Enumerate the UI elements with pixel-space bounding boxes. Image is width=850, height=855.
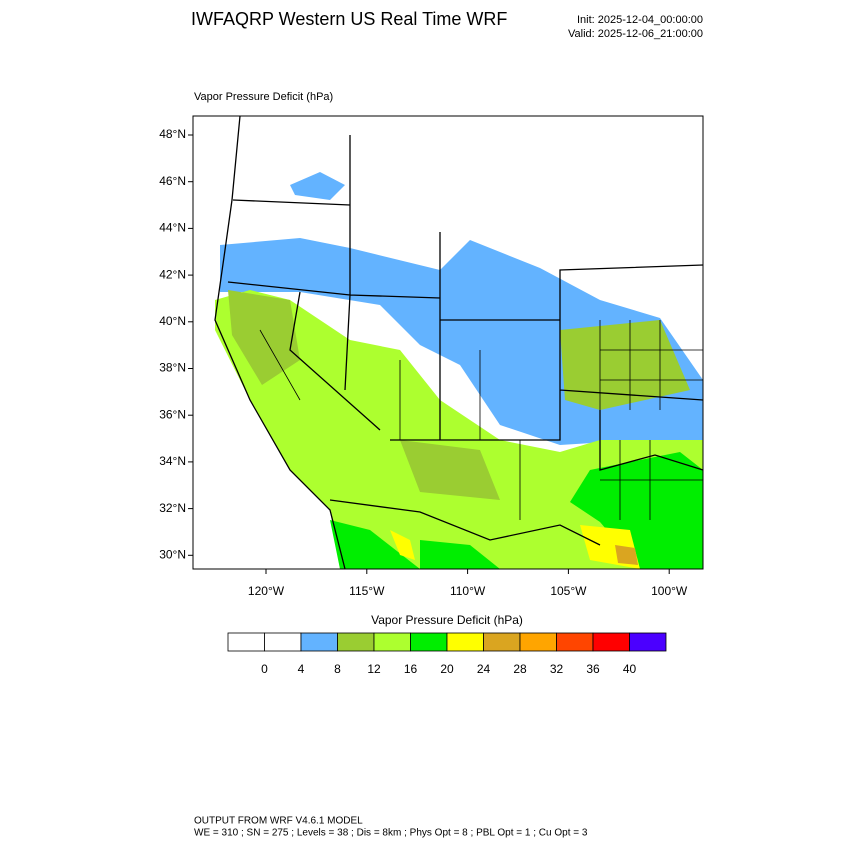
lat-label: 42°N <box>159 267 186 281</box>
colorbar-label: 12 <box>367 662 381 676</box>
colorbar-box <box>556 632 594 652</box>
lon-label: 100°W <box>651 584 688 598</box>
footer-line: OUTPUT FROM WRF V4.6.1 MODEL <box>194 816 363 827</box>
colorbar: 0 4 8 12 16 20 24 28 32 36 40 <box>227 632 667 676</box>
lat-label: 32°N <box>159 501 186 515</box>
lon-labels: 120°W 115°W 110°W 105°W 100°W <box>248 569 688 598</box>
colorbar-box <box>373 632 411 652</box>
title: IWFAQRP Western US Real Time WRF <box>191 9 507 29</box>
state-borders <box>227 135 704 546</box>
lon-label: 105°W <box>550 584 587 598</box>
colorbar-box <box>410 632 448 652</box>
coastline <box>214 115 346 570</box>
colorbar-label: 36 <box>586 662 600 676</box>
colorbar-box <box>483 632 521 652</box>
colorbar-label: 40 <box>623 662 637 676</box>
lon-label: 115°W <box>349 584 385 598</box>
colorbar-box <box>227 632 265 652</box>
lat-label: 36°N <box>159 407 186 421</box>
lat-labels: 48°N 46°N 44°N 42°N 40°N 38°N 36°N 34°N 32°N 30°N <box>159 127 193 561</box>
field-region <box>420 540 500 569</box>
footer-line: WE = 310 ; SN = 275 ; Levels = 38 ; Dis … <box>194 828 588 839</box>
colorbar-box <box>337 632 375 652</box>
colorbar-box <box>629 632 667 652</box>
lat-label: 46°N <box>159 174 186 188</box>
colorbar-box <box>519 632 557 652</box>
map <box>192 115 704 570</box>
field-region <box>390 530 415 560</box>
lat-label: 30°N <box>159 547 186 561</box>
lat-label: 38°N <box>159 361 186 375</box>
field-region <box>570 452 703 569</box>
lat-label: 40°N <box>159 314 186 328</box>
lon-label: 120°W <box>248 584 285 598</box>
field-region <box>400 440 500 500</box>
colorbar-box <box>592 632 630 652</box>
colorbar-label: 16 <box>404 662 418 676</box>
map-frame <box>192 115 704 570</box>
colorbar-label: 28 <box>513 662 527 676</box>
lon-label: 110°W <box>450 584 486 598</box>
county-borders <box>259 320 703 520</box>
colorbar-box <box>446 632 484 652</box>
colorbar-box <box>300 632 338 652</box>
map-label: Vapor Pressure Deficit (hPa) <box>194 91 333 103</box>
colorbar-label: 0 <box>261 662 268 676</box>
colorbar-label: 20 <box>440 662 454 676</box>
init-time: Init: 2025-12-04_00:00:00 <box>577 14 703 26</box>
field-region <box>560 320 690 410</box>
colorbar-label: 32 <box>550 662 564 676</box>
lat-label: 34°N <box>159 454 186 468</box>
lat-label: 44°N <box>159 221 186 235</box>
valid-time: Valid: 2025-12-06_21:00:00 <box>568 28 703 40</box>
field-region <box>615 545 638 565</box>
colorbar-title: Vapor Pressure Deficit (hPa) <box>371 613 523 627</box>
colorbar-label: 24 <box>477 662 491 676</box>
lat-label: 48°N <box>159 127 186 141</box>
field-region <box>290 172 345 200</box>
field-region <box>330 520 420 569</box>
colorbar-label: 8 <box>334 662 341 676</box>
colorbar-box <box>264 632 302 652</box>
colorbar-label: 4 <box>298 662 305 676</box>
